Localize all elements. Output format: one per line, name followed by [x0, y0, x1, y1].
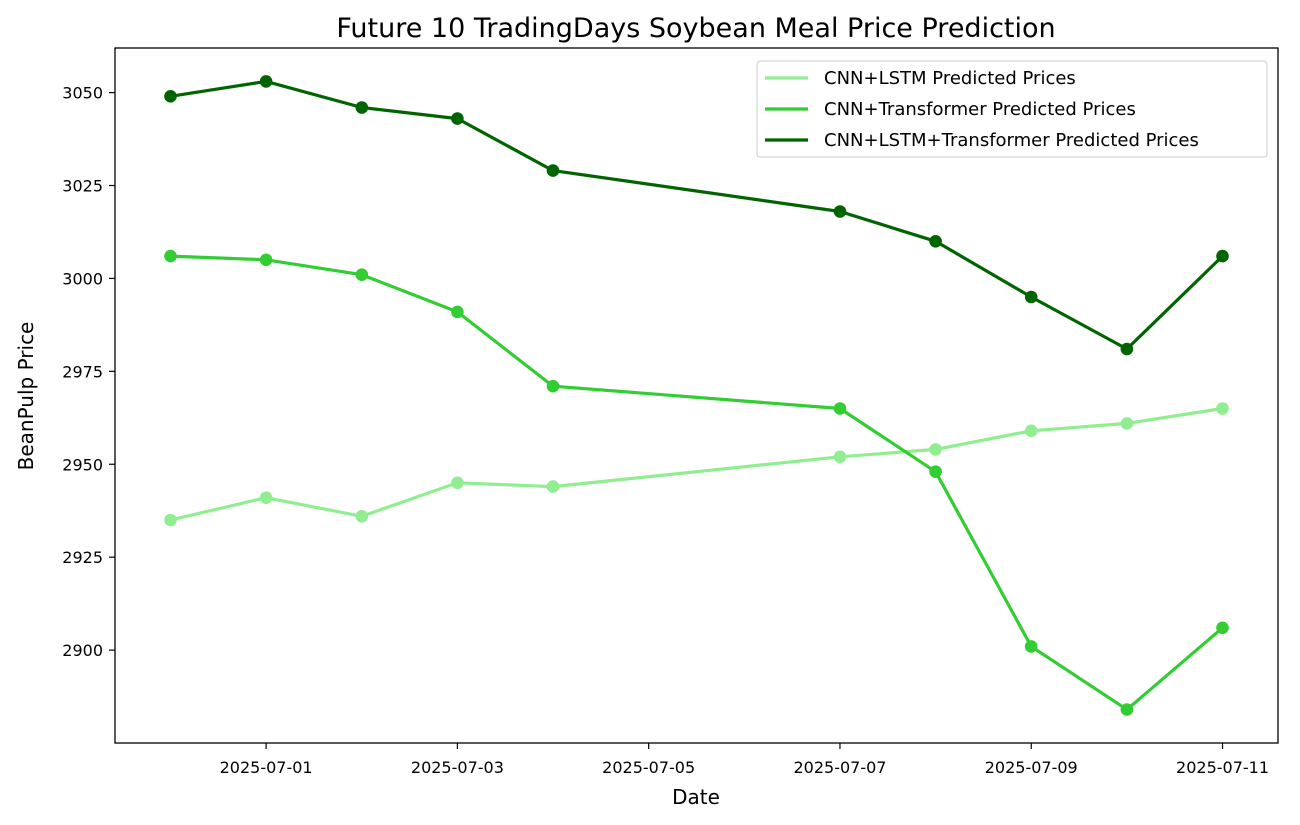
y-tick-label: 2950 — [62, 455, 103, 474]
data-point — [1024, 290, 1038, 304]
data-point — [355, 268, 369, 282]
data-point — [1024, 640, 1038, 653]
x-axis-title: Date — [672, 785, 720, 809]
data-point — [1216, 402, 1229, 415]
legend-label: CNN+LSTM+Transformer Predicted Prices — [824, 130, 1199, 151]
data-point — [259, 253, 273, 267]
data-point — [451, 112, 464, 125]
data-point — [546, 164, 560, 177]
data-point — [546, 480, 560, 493]
legend-label: CNN+Transformer Predicted Prices — [824, 99, 1136, 120]
data-point — [1216, 249, 1229, 263]
x-tick-label: 2025-07-11 — [1176, 758, 1269, 777]
data-point — [451, 305, 464, 319]
data-point — [929, 235, 942, 248]
x-tick-label: 2025-07-03 — [411, 758, 504, 777]
data-point — [259, 491, 273, 505]
y-axis-title: BeanPulp Price — [14, 322, 38, 471]
data-point — [1120, 342, 1134, 356]
x-tick-label: 2025-07-05 — [602, 758, 695, 777]
data-point — [546, 379, 560, 393]
legend: CNN+LSTM Predicted Prices CNN+Transformer… — [756, 60, 1268, 158]
data-point — [1120, 703, 1134, 716]
plot-frame — [114, 47, 1279, 744]
data-point — [833, 402, 847, 415]
y-tick-label: 3050 — [62, 84, 103, 103]
data-point — [833, 450, 847, 464]
y-tick-label: 2900 — [62, 641, 103, 660]
series-line-1 — [168, 406, 1225, 522]
series-line-2 — [168, 254, 1225, 712]
data-point — [164, 513, 177, 527]
data-point — [929, 443, 942, 456]
legend-label: CNN+LSTM Predicted Prices — [824, 68, 1076, 89]
data-point — [164, 90, 177, 103]
data-point — [451, 476, 464, 490]
x-axis: 2025-07-01 2025-07-03 2025-07-05 2025-07-07… — [220, 743, 1269, 777]
data-point — [164, 249, 177, 263]
x-tick-label: 2025-07-07 — [793, 758, 886, 777]
chart-title: Future 10 TradingDays Soybean Meal Price… — [336, 13, 1055, 44]
data-point — [355, 101, 369, 114]
y-tick-label: 2975 — [62, 362, 103, 381]
data-point — [929, 465, 942, 479]
x-tick-label: 2025-07-01 — [220, 758, 313, 777]
plot-area — [164, 75, 1229, 716]
data-point — [259, 75, 273, 88]
y-tick-label: 3000 — [62, 269, 103, 288]
data-point — [1120, 417, 1134, 430]
y-axis: 2900 2925 2950 2975 3000 3025 3050 — [62, 84, 115, 660]
data-point — [355, 510, 369, 523]
data-point — [833, 205, 847, 218]
y-tick-label: 2925 — [62, 548, 103, 567]
series-line-3 — [168, 79, 1225, 351]
y-tick-label: 3025 — [62, 177, 103, 196]
legend-box — [756, 60, 1268, 158]
x-tick-label: 2025-07-09 — [985, 758, 1078, 777]
data-point — [1216, 621, 1229, 635]
data-point — [1024, 424, 1038, 438]
